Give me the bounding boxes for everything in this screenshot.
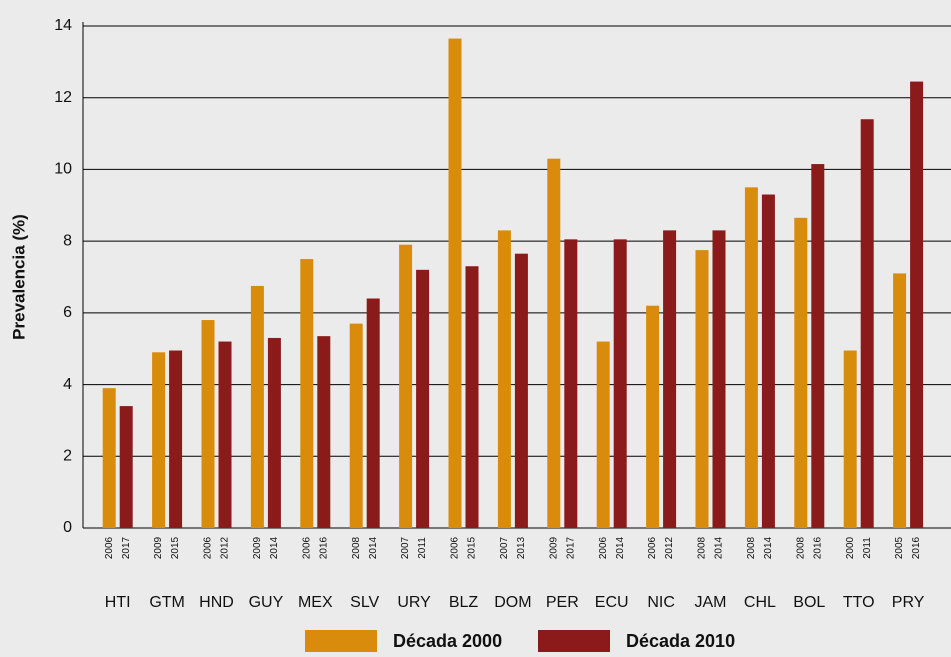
year-label: 2016: [318, 536, 329, 559]
bar: [267, 337, 281, 528]
year-label: 2016: [911, 536, 922, 559]
y-tick-label: 0: [63, 519, 72, 536]
year-label: 2014: [368, 536, 379, 559]
year-label: 2014: [763, 536, 774, 559]
year-label: 2014: [615, 536, 626, 559]
bar: [119, 406, 133, 528]
bar: [744, 187, 758, 528]
bar: [300, 259, 314, 528]
x-tick-label: URY: [397, 594, 431, 611]
x-tick-label: BLZ: [449, 594, 479, 611]
year-label: 2009: [252, 536, 263, 559]
x-tick-label: TTO: [843, 594, 875, 611]
legend-swatch: [538, 630, 610, 652]
bar: [761, 194, 775, 528]
year-label: 2014: [269, 536, 280, 559]
bar: [366, 298, 380, 528]
year-label: 2011: [417, 537, 428, 559]
x-tick-label: HND: [199, 594, 234, 611]
year-label: 2008: [351, 536, 362, 559]
year-label: 2017: [565, 536, 576, 559]
year-label: 2009: [548, 536, 559, 559]
y-tick-label: 6: [63, 304, 72, 321]
bar: [646, 305, 660, 528]
bar: [663, 230, 677, 528]
x-tick-label: CHL: [744, 594, 776, 611]
year-label: 2006: [104, 536, 115, 559]
year-label: 2012: [220, 536, 231, 559]
x-tick-label: JAM: [695, 594, 727, 611]
bar: [811, 164, 825, 529]
bar: [349, 323, 363, 528]
bar: [860, 119, 874, 528]
y-axis-label: Prevalencia (%): [9, 214, 28, 340]
legend-label: Década 2010: [626, 631, 735, 651]
year-label: 2006: [450, 536, 461, 559]
legend-label: Década 2000: [393, 631, 502, 651]
year-label: 2014: [714, 536, 725, 559]
y-tick-label: 14: [54, 17, 72, 34]
bar: [201, 320, 215, 528]
bar: [843, 350, 857, 528]
year-label: 2012: [664, 536, 675, 559]
x-tick-label: PRY: [892, 594, 925, 611]
year-label: 2000: [845, 536, 856, 559]
x-tick-label: GTM: [149, 594, 185, 611]
year-label: 2017: [121, 536, 132, 559]
legend-swatch: [305, 630, 377, 652]
year-label: 2006: [203, 536, 214, 559]
year-label: 2005: [894, 536, 905, 559]
bar: [152, 352, 166, 528]
year-label: 2006: [301, 536, 312, 559]
year-label: 2015: [467, 536, 478, 559]
year-label: 2011: [862, 537, 873, 559]
x-tick-label: HTI: [105, 594, 131, 611]
bar: [250, 285, 264, 528]
x-tick-label: NIC: [647, 594, 675, 611]
y-tick-label: 2: [63, 448, 72, 465]
bar: [547, 158, 561, 528]
year-label: 2008: [697, 536, 708, 559]
year-label: 2006: [598, 536, 609, 559]
bar: [613, 239, 627, 528]
x-tick-label: BOL: [793, 594, 825, 611]
bar: [564, 239, 578, 528]
year-label: 2008: [746, 536, 757, 559]
bar: [712, 230, 726, 528]
bar: [893, 273, 907, 528]
year-label: 2006: [647, 536, 658, 559]
bar: [497, 230, 511, 528]
x-tick-label: PER: [546, 594, 579, 611]
bar: [596, 341, 610, 528]
bar: [794, 217, 808, 529]
bar: [416, 269, 430, 528]
bar: [465, 266, 479, 528]
x-tick-label: SLV: [350, 594, 379, 611]
year-label: 2013: [516, 536, 527, 559]
bar: [218, 341, 232, 528]
year-label: 2007: [400, 536, 411, 559]
y-tick-label: 12: [54, 89, 72, 106]
x-tick-label: MEX: [298, 594, 333, 611]
bar: [317, 336, 331, 528]
y-tick-label: 8: [63, 232, 72, 249]
x-tick-label: ECU: [595, 594, 629, 611]
bar: [695, 250, 709, 528]
year-label: 2009: [153, 536, 164, 559]
bar: [169, 350, 183, 528]
year-label: 2015: [170, 536, 181, 559]
bar: [399, 244, 413, 528]
bar: [448, 38, 462, 529]
x-tick-label: GUY: [249, 594, 284, 611]
y-tick-label: 4: [63, 376, 72, 393]
y-tick-label: 10: [54, 161, 72, 178]
year-label: 2008: [795, 536, 806, 559]
bar: [910, 81, 924, 528]
x-tick-label: DOM: [494, 594, 531, 611]
bar: [102, 388, 116, 528]
bar: [514, 253, 528, 528]
year-label: 2016: [812, 536, 823, 559]
year-label: 2007: [499, 536, 510, 559]
